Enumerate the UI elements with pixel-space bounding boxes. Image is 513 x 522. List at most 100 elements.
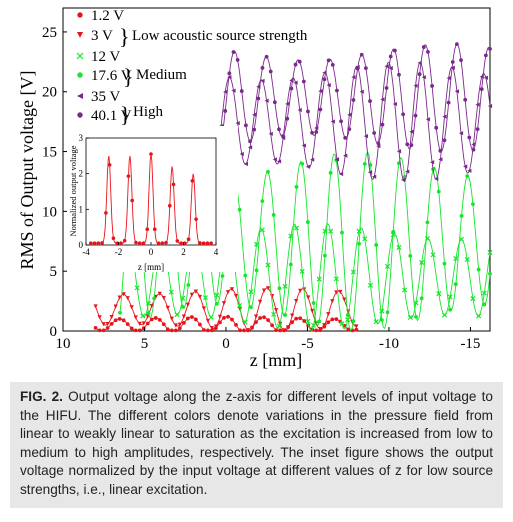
data-point (254, 241, 260, 247)
data-point (297, 107, 302, 113)
data-point (305, 220, 310, 224)
series-line (220, 43, 491, 153)
y-tick-label: 20 (42, 85, 57, 101)
data-point (248, 139, 252, 144)
legend-label: 40.1 V (91, 108, 132, 124)
data-point (293, 225, 300, 231)
series-35-V (218, 60, 493, 183)
inset-data-point (149, 152, 153, 156)
data-point (362, 162, 367, 166)
data-point (385, 310, 390, 315)
series-line (119, 150, 491, 332)
data-point (238, 328, 242, 333)
data-point (388, 54, 393, 59)
data-point (177, 326, 182, 331)
data-point (487, 103, 493, 109)
data-point (396, 149, 402, 154)
data-point (185, 316, 190, 321)
inset-data-point (96, 241, 101, 246)
data-point (419, 296, 424, 301)
data-point (225, 290, 231, 295)
data-point (426, 49, 430, 54)
data-point (121, 292, 126, 297)
data-point (338, 171, 344, 177)
data-point (483, 53, 488, 58)
legend-entries: 1.2 V 3 V 12 V 17.6 V 35 V 40.1 V (76, 8, 132, 124)
data-point (355, 66, 360, 71)
data-point (417, 72, 422, 77)
inset-data-point (156, 241, 161, 245)
data-point (278, 328, 283, 333)
data-point (471, 147, 476, 152)
data-point (339, 119, 343, 124)
data-point (260, 199, 265, 204)
data-point (259, 227, 265, 233)
data-point (306, 295, 311, 300)
data-point (256, 96, 261, 101)
data-point (385, 263, 391, 269)
legend-bracket-high: } (120, 102, 131, 127)
legend-bracket-low: } (119, 24, 130, 49)
data-point (483, 75, 488, 80)
data-point (293, 62, 298, 67)
x-tick-label: 0 (222, 336, 230, 352)
data-point (475, 102, 480, 107)
data-point (455, 42, 459, 47)
data-point (189, 292, 194, 297)
data-point (169, 328, 174, 333)
data-point (467, 135, 472, 140)
inset-y-tick-label: 1 (79, 204, 84, 214)
data-point (161, 295, 166, 301)
data-point (258, 316, 262, 320)
data-point (318, 326, 323, 332)
data-point (277, 127, 281, 132)
data-point (257, 299, 263, 304)
data-point (288, 262, 293, 267)
inset-data-point (145, 227, 150, 232)
data-point (421, 45, 426, 49)
data-point (294, 299, 299, 304)
data-point (168, 289, 174, 295)
data-point (402, 287, 408, 293)
data-point (268, 131, 273, 136)
data-point (186, 283, 191, 287)
inset-data-point (186, 237, 191, 242)
data-point (235, 58, 240, 62)
data-point (266, 169, 270, 174)
data-point (299, 268, 305, 274)
data-point (161, 322, 166, 327)
data-point (277, 286, 282, 291)
inset-data-point (167, 203, 172, 208)
data-point (438, 157, 443, 162)
y-tick-label: 5 (50, 264, 58, 280)
data-point (294, 316, 299, 321)
data-point (181, 321, 186, 325)
data-point (193, 317, 198, 322)
data-point (302, 319, 307, 323)
data-point (260, 78, 265, 83)
data-point (283, 313, 287, 317)
data-point (169, 316, 174, 321)
inset-data-point (183, 241, 187, 246)
data-point (288, 233, 294, 239)
data-point (264, 98, 269, 103)
data-point (189, 315, 194, 319)
inset-data-point (137, 241, 142, 246)
data-point (260, 65, 265, 70)
data-point (328, 170, 333, 175)
data-point (311, 301, 316, 305)
data-point (407, 315, 413, 321)
data-point (317, 319, 322, 324)
data-point (265, 262, 271, 268)
data-point (249, 325, 255, 330)
data-point (252, 127, 257, 132)
data-point (193, 289, 198, 294)
data-point (301, 79, 306, 84)
data-point (208, 314, 214, 320)
data-point (239, 151, 244, 157)
legend-label: 12 V (91, 49, 120, 65)
data-point (380, 97, 385, 102)
data-point (233, 293, 239, 299)
data-point (442, 261, 447, 266)
